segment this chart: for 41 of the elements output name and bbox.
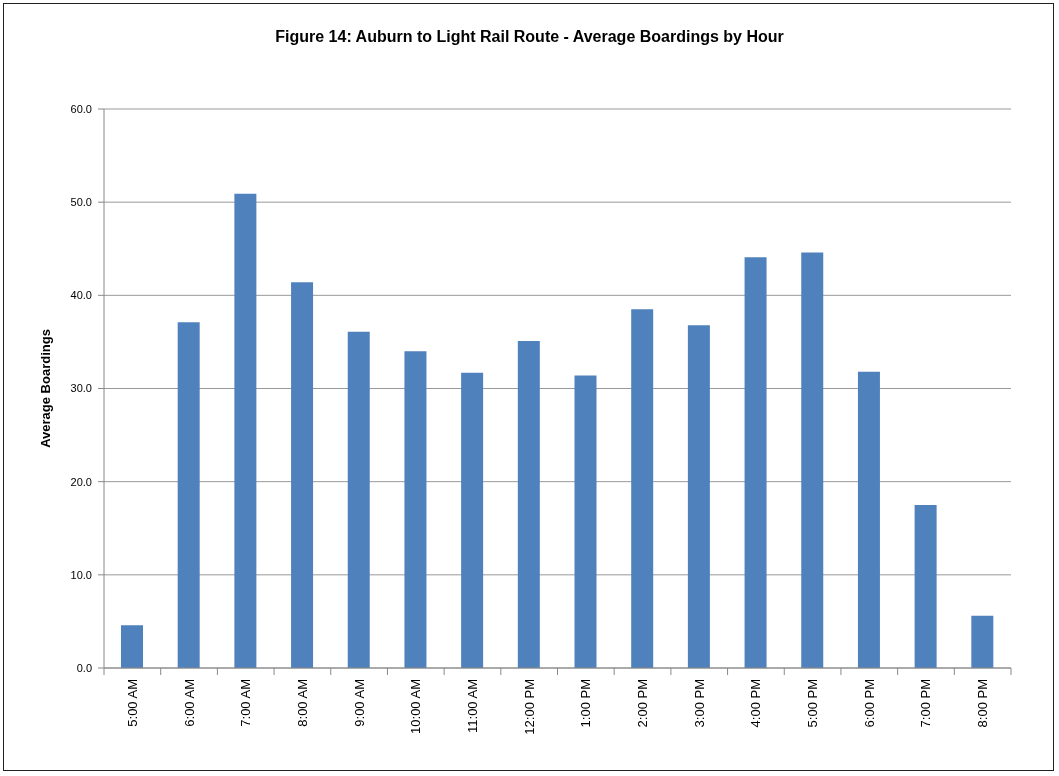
y-tick-label: 20.0 — [70, 475, 92, 488]
x-tick-label: 5:00 AM — [124, 679, 140, 727]
bar — [857, 371, 880, 668]
y-tick-label: 0.0 — [76, 661, 92, 674]
x-tick-label: 2:00 PM — [635, 679, 651, 728]
chart-title: Figure 14: Auburn to Light Rail Route - Average Boardings by Hour — [274, 28, 785, 46]
bar — [631, 309, 654, 668]
bar — [517, 340, 540, 668]
bar — [121, 625, 143, 668]
x-tick-label: 5:00 PM — [805, 679, 821, 728]
bar — [291, 282, 314, 668]
x-tick-label: 6:00 PM — [861, 679, 877, 728]
bar — [404, 351, 427, 668]
x-tick-label: 8:00 PM — [975, 679, 991, 728]
bar — [347, 331, 370, 668]
x-tick-label: 10:00 AM — [408, 679, 424, 734]
bar — [574, 375, 597, 668]
bar — [687, 325, 710, 668]
bar — [234, 193, 257, 668]
bar — [461, 372, 484, 668]
x-tick-label: 4:00 PM — [748, 679, 764, 728]
bar — [971, 615, 994, 668]
x-tick-label: 12:00 PM — [521, 679, 537, 735]
y-tick-label: 40.0 — [70, 289, 92, 302]
x-tick-label: 9:00 AM — [351, 679, 367, 727]
y-axis-title: Average Boardings — [37, 329, 53, 448]
bar — [744, 257, 767, 668]
y-tick-label: 30.0 — [70, 382, 92, 395]
y-tick-label: 60.0 — [70, 102, 92, 115]
x-tick-label: 1:00 PM — [578, 679, 594, 728]
y-tick-label: 50.0 — [70, 196, 92, 209]
x-tick-label: 7:00 PM — [918, 679, 934, 728]
bar — [914, 504, 937, 668]
x-tick-label: 6:00 AM — [181, 679, 197, 727]
x-tick-label: 11:00 AM — [464, 679, 480, 733]
x-tick-label: 3:00 PM — [691, 679, 707, 728]
x-tick-label: 7:00 AM — [238, 679, 254, 727]
x-tick-label: 8:00 AM — [294, 679, 310, 727]
bar — [801, 252, 824, 668]
bar — [177, 322, 200, 668]
y-tick-label: 10.0 — [70, 568, 92, 581]
